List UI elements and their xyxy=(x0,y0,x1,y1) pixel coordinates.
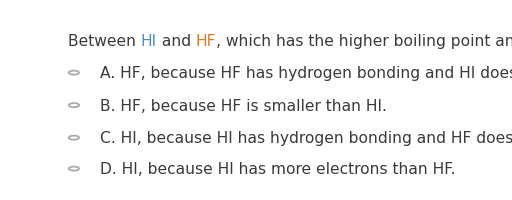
Text: B. HF, because HF is smaller than HI.: B. HF, because HF is smaller than HI. xyxy=(100,98,387,113)
Text: Between: Between xyxy=(68,33,141,48)
Text: C. HI, because HI has hydrogen bonding and HF does not.: C. HI, because HI has hydrogen bonding a… xyxy=(100,130,512,145)
Text: and: and xyxy=(157,33,196,48)
Text: HF: HF xyxy=(196,33,217,48)
Text: HI: HI xyxy=(141,33,157,48)
Text: , which has the higher boiling point and why?: , which has the higher boiling point and… xyxy=(217,33,512,48)
Text: A. HF, because HF has hydrogen bonding and HI does not.: A. HF, because HF has hydrogen bonding a… xyxy=(100,66,512,81)
Text: D. HI, because HI has more electrons than HF.: D. HI, because HI has more electrons tha… xyxy=(100,161,455,176)
